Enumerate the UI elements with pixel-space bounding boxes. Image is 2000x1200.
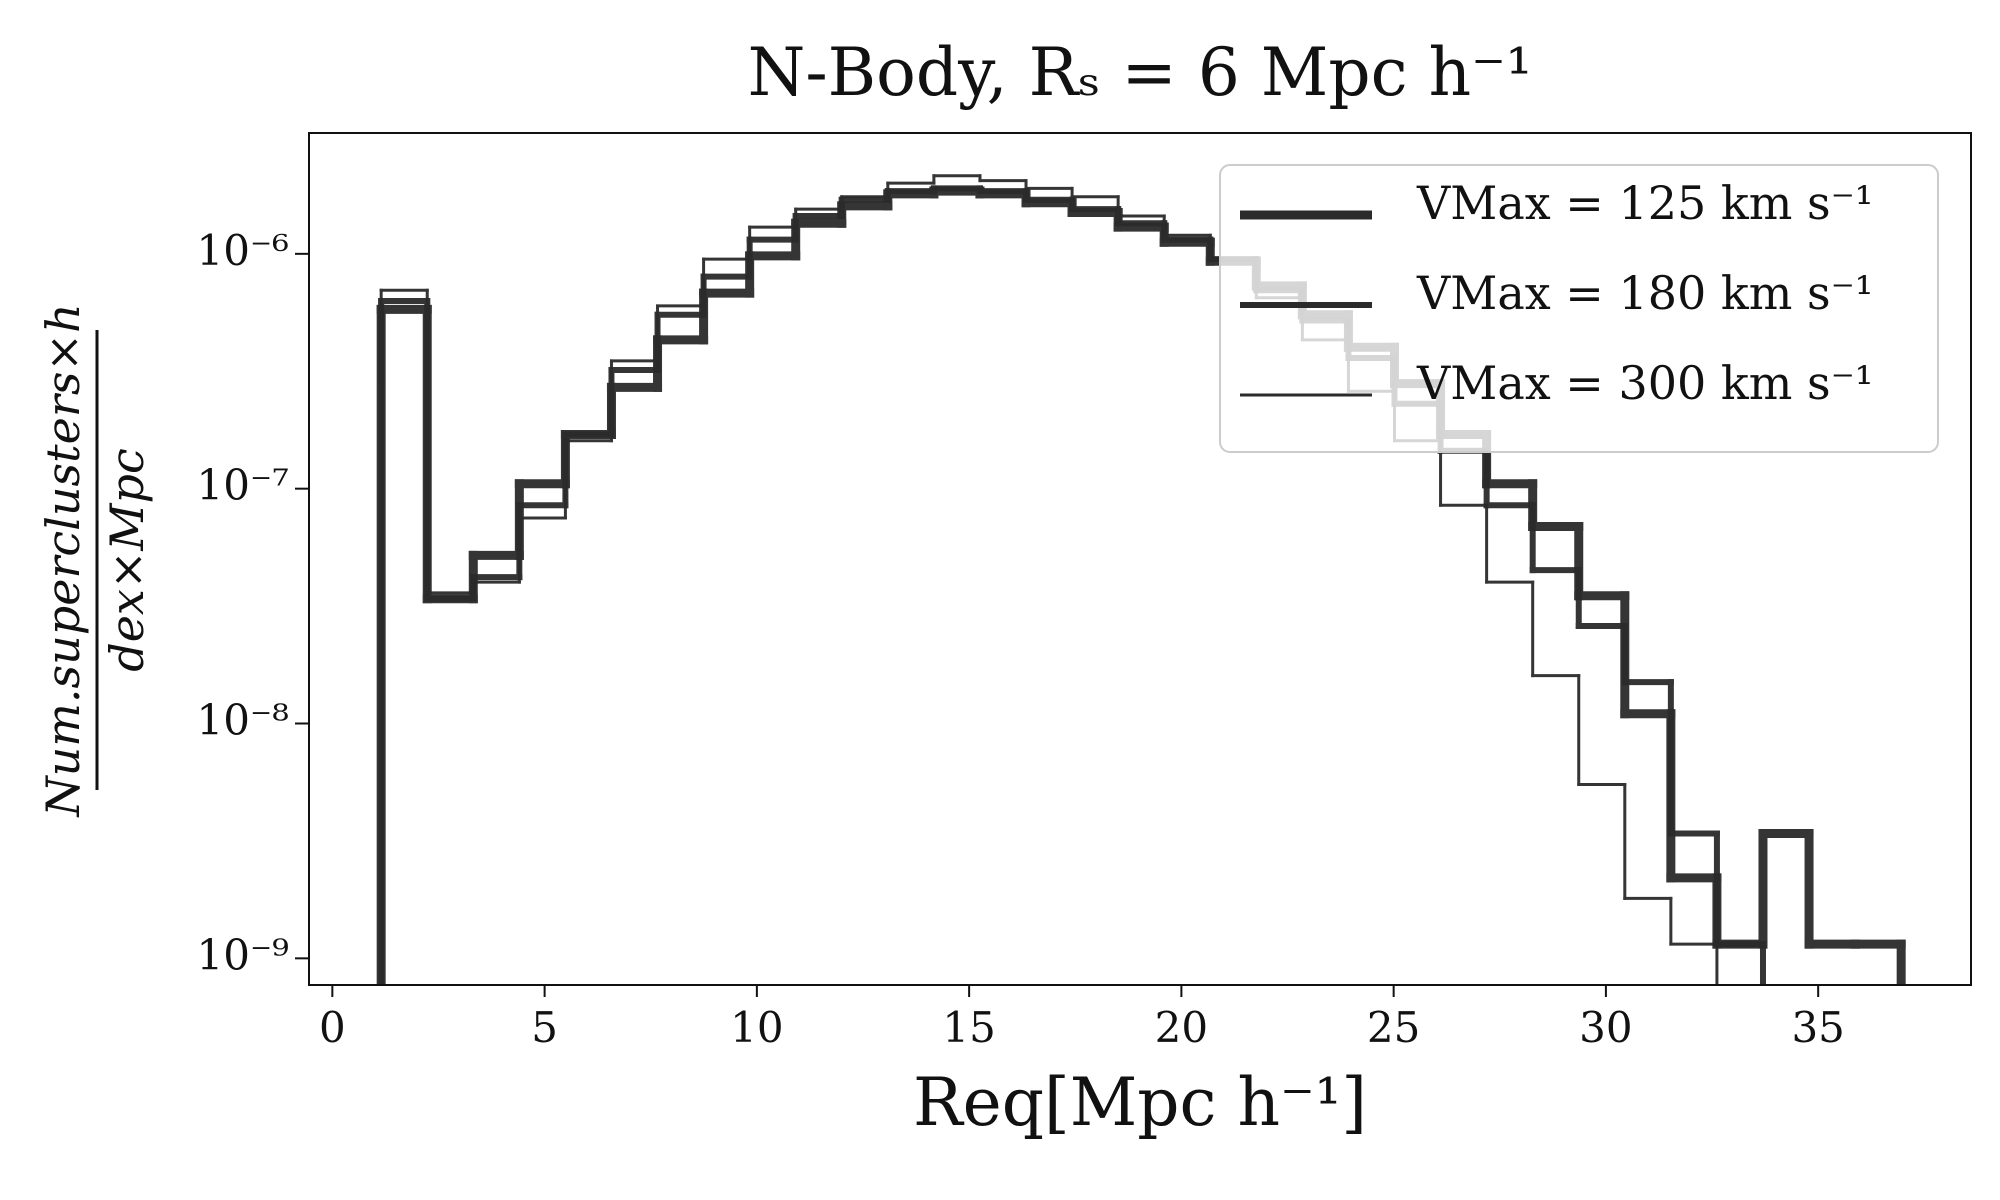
legend-label: VMax = 180 km s⁻¹ xyxy=(1416,266,1873,320)
x-axis-title: Req[Mpc h⁻¹] xyxy=(913,1064,1367,1141)
x-tick-label: 20 xyxy=(1155,1003,1208,1052)
y-axis-title: Num.superclusters×h dex×Mpc xyxy=(36,303,154,817)
y-tick-label: 10⁻⁷ xyxy=(197,461,289,510)
y-title-denominator: dex×Mpc xyxy=(100,448,154,671)
y-tick-label: 10⁻⁹ xyxy=(197,930,289,979)
x-tick-label: 25 xyxy=(1367,1003,1420,1052)
y-title-numerator: Num.superclusters×h xyxy=(36,303,90,817)
legend-label: VMax = 125 km s⁻¹ xyxy=(1416,176,1873,230)
legend-label: VMax = 300 km s⁻¹ xyxy=(1416,356,1873,410)
chart-title: N-Body, Rₛ = 6 Mpc h⁻¹ xyxy=(748,34,1533,111)
plot-frame xyxy=(308,132,1972,986)
y-tick-label: 10⁻⁸ xyxy=(197,696,289,745)
y-tick-label: 10⁻⁶ xyxy=(197,226,289,275)
x-tick-label: 0 xyxy=(319,1003,346,1052)
x-tick-label: 5 xyxy=(531,1003,558,1052)
legend-box xyxy=(1219,164,1939,453)
x-tick-label: 30 xyxy=(1579,1003,1632,1052)
x-tick-label: 35 xyxy=(1791,1003,1844,1052)
x-tick-label: 15 xyxy=(942,1003,995,1052)
x-tick-label: 10 xyxy=(730,1003,783,1052)
